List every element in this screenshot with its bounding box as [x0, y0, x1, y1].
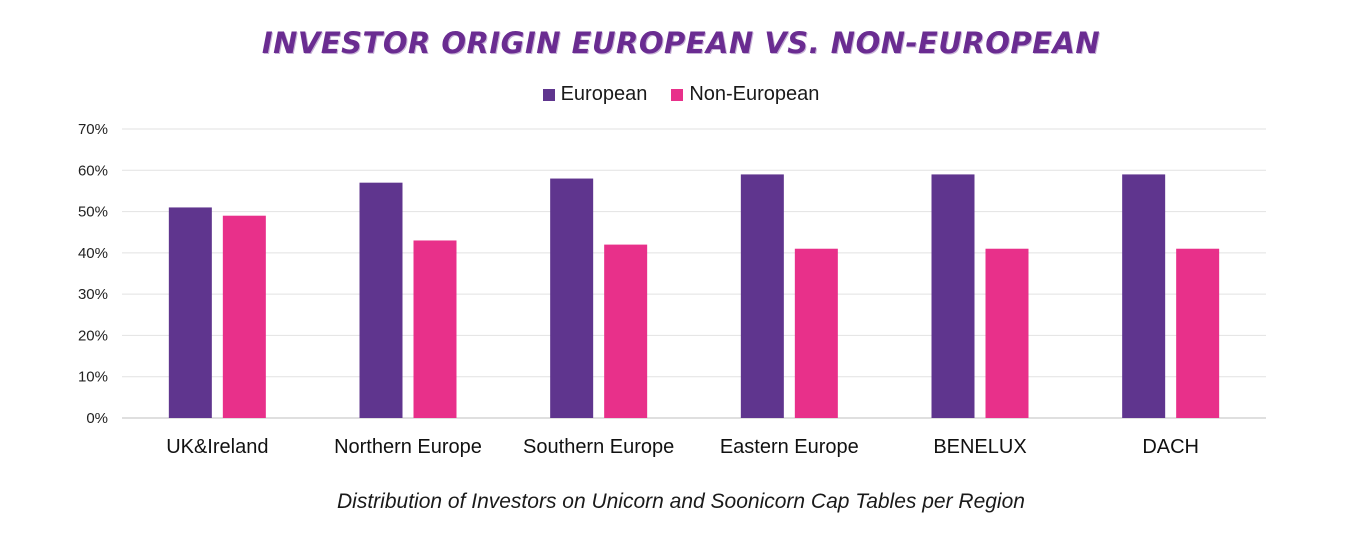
chart-title: INVESTOR ORIGIN EUROPEAN VS. NON-EUROPEA… — [261, 26, 1101, 60]
legend-label-non-european: Non-European — [689, 83, 820, 105]
legend-item-european: European — [542, 83, 648, 106]
bar-non-european — [413, 240, 457, 418]
x-tick-label: BENELUX — [933, 436, 1026, 458]
y-tick-label: 40% — [78, 245, 108, 262]
legend-swatch-non-european — [671, 88, 684, 101]
bar-european — [168, 207, 212, 418]
x-tick-label: UK&Ireland — [166, 436, 268, 458]
legend: European Non-European — [0, 83, 1362, 106]
y-tick-label: 10% — [78, 369, 108, 386]
bar-european — [359, 182, 403, 418]
bar-non-european — [604, 244, 648, 418]
bar-european — [740, 174, 784, 418]
bar-european — [550, 178, 594, 418]
bar-non-european — [794, 248, 838, 418]
y-tick-label: 60% — [78, 162, 108, 179]
x-tick-label: DACH — [1142, 436, 1199, 458]
y-tick-label: 70% — [78, 121, 108, 138]
y-tick-label: 50% — [78, 204, 108, 221]
x-tick-label: Eastern Europe — [720, 436, 859, 458]
legend-swatch-european — [542, 88, 555, 101]
bar-non-european — [1176, 248, 1220, 418]
x-tick-label: Northern Europe — [334, 436, 482, 458]
x-tick-label: Southern Europe — [523, 436, 674, 458]
bar-non-european — [985, 248, 1029, 418]
y-tick-label: 30% — [78, 286, 108, 303]
bar-european — [931, 174, 975, 418]
y-tick-label: 20% — [78, 327, 108, 344]
chart-caption: Distribution of Investors on Unicorn and… — [337, 490, 1025, 513]
y-tick-label: 0% — [86, 410, 108, 427]
bar-european — [1122, 174, 1166, 418]
legend-item-non-european: Non-European — [671, 83, 819, 106]
legend-label-european: European — [560, 83, 648, 105]
bar-non-european — [222, 215, 266, 418]
